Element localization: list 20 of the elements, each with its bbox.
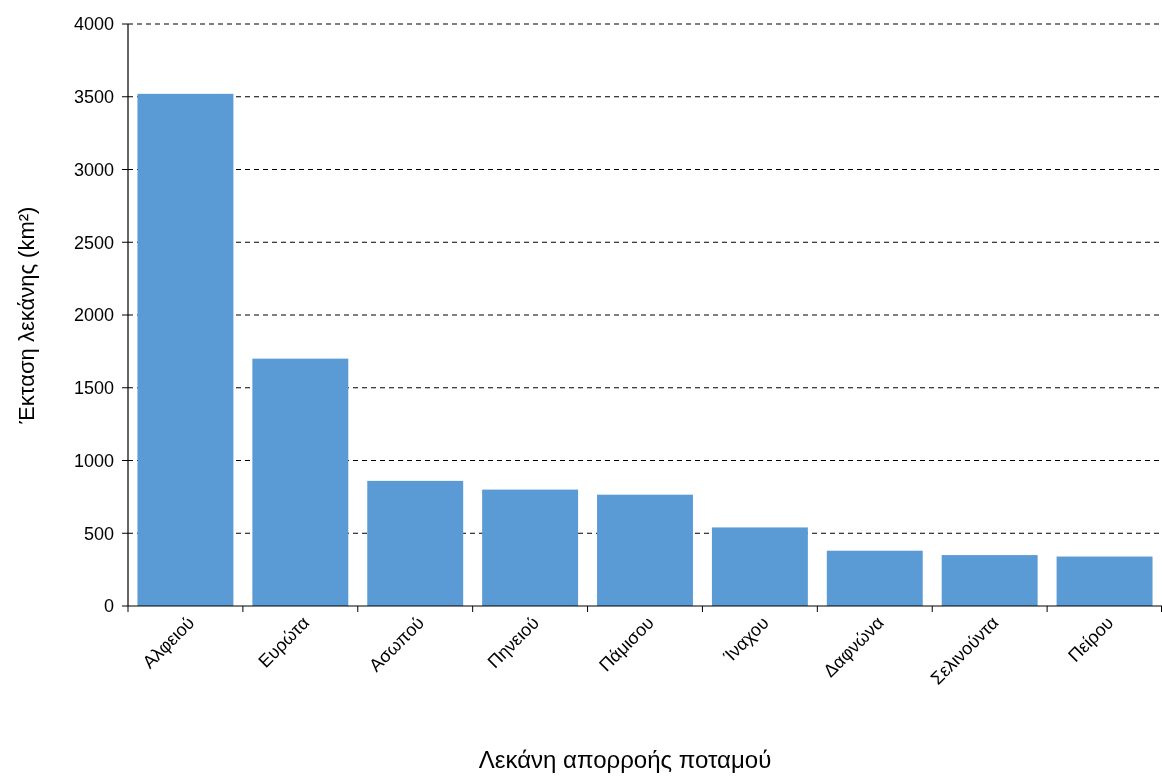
y-tick-label: 2500	[73, 232, 114, 253]
y-tick-label: 0	[103, 596, 114, 617]
y-tick-label: 3000	[73, 159, 114, 180]
bar	[252, 358, 349, 606]
bar	[1056, 556, 1153, 606]
bar	[941, 555, 1038, 606]
y-tick-label: 1500	[73, 378, 114, 399]
y-tick-label: 2000	[73, 305, 114, 326]
bar	[826, 550, 923, 606]
y-tick-label: 1000	[73, 450, 114, 471]
y-tick-label: 500	[83, 523, 114, 544]
bar	[597, 494, 693, 606]
x-axis-title: Λεκάνη απορροής ποταμού	[478, 746, 772, 773]
y-tick-label: 4000	[73, 14, 114, 35]
y-tick-label: 3500	[73, 87, 114, 108]
bar	[367, 480, 464, 606]
bar	[711, 527, 808, 606]
bar	[137, 93, 234, 606]
y-axis-title: Έκταση λεκάνης (km²)	[14, 206, 39, 425]
bar	[482, 489, 579, 606]
